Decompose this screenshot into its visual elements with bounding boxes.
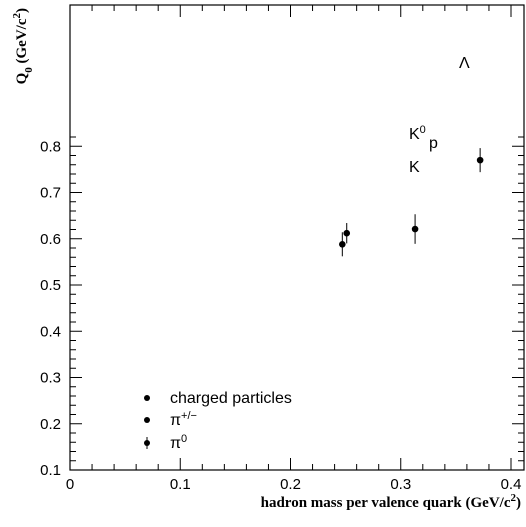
axis-tick-labels: 0 0.1 0.2 0.3 0.4 0.1 0.2 0.3 0.4 0.5 0.6 0.7 0.8 (40, 138, 521, 493)
x-axis-title: hadron mass per valence quark (GeV/c2) (261, 492, 521, 511)
x-axis-title-main: hadron mass per valence quark (GeV/c (261, 495, 511, 511)
axis-ticks (69, 5, 524, 471)
y-tick-label: 0.4 (40, 323, 61, 340)
legend-label-sup: 0 (181, 433, 187, 445)
annotation-base: K (409, 126, 420, 143)
x-tick-label: 0.4 (501, 476, 522, 493)
x-tick-label: 0.2 (280, 476, 301, 493)
y-tick-label: 0.8 (40, 138, 61, 155)
data-point (476, 156, 484, 164)
annotation-base: K (409, 159, 420, 176)
x-tick-label: 0.3 (390, 476, 411, 493)
legend-label-sup: +/− (181, 410, 197, 422)
data-points (339, 148, 484, 257)
legend-marker (144, 395, 150, 401)
annotation-label: p (429, 135, 438, 152)
y-tick-label: 0.6 (40, 231, 61, 248)
y-tick-label: 0.7 (40, 185, 61, 202)
legend-marker (144, 440, 150, 446)
legend-marker (144, 417, 150, 423)
y-tick-label: 0.5 (40, 277, 61, 294)
annotation-label: K0 (409, 124, 426, 143)
y-tick-label: 0.2 (40, 416, 61, 433)
y-axis-title-tail: ) (14, 8, 30, 13)
legend-label-base: charged particles (170, 390, 292, 407)
x-tick-label: 0.1 (170, 476, 191, 493)
annotation-label: Λ (459, 55, 470, 72)
y-axis-title: Q0 (GeV/c2) (11, 8, 35, 84)
legend-label: charged particles (170, 390, 292, 407)
data-point (411, 225, 419, 233)
annotation-label: K (409, 159, 420, 176)
data-point (339, 241, 346, 248)
y-axis-title-sup: 2 (11, 13, 23, 19)
y-tick-label: 0.3 (40, 370, 61, 387)
y-axis-title-main: (GeV/c (14, 18, 30, 67)
legend-label-base: π (170, 412, 181, 429)
legend-label: π0 (170, 433, 187, 452)
annotation-base: p (429, 135, 438, 152)
annotation-base: Λ (459, 55, 470, 72)
y-axis-title-q: Q (14, 72, 30, 84)
legend-label: π+/− (170, 410, 197, 429)
data-point (343, 229, 351, 237)
x-tick-label: 0 (66, 476, 74, 493)
y-tick-label: 0.1 (40, 462, 61, 479)
x-axis-title-sup: 2 (511, 492, 517, 504)
annotation-sup: 0 (420, 124, 426, 136)
legend-label-base: π (170, 435, 181, 452)
x-axis-title-tail: ) (516, 495, 521, 511)
plot-frame (69, 4, 525, 471)
y-axis-title-sub: 0 (23, 67, 35, 73)
